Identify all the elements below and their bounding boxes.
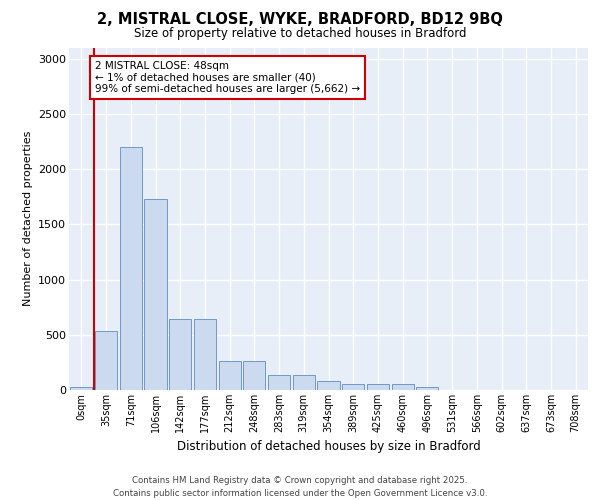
Bar xyxy=(169,318,191,390)
Text: Contains HM Land Registry data © Crown copyright and database right 2025.
Contai: Contains HM Land Registry data © Crown c… xyxy=(113,476,487,498)
Bar xyxy=(145,199,167,390)
Bar xyxy=(70,387,92,390)
Y-axis label: Number of detached properties: Number of detached properties xyxy=(23,131,32,306)
Bar xyxy=(95,332,117,390)
Text: Size of property relative to detached houses in Bradford: Size of property relative to detached ho… xyxy=(134,28,466,40)
Bar xyxy=(119,147,142,390)
Bar xyxy=(243,360,265,390)
Bar xyxy=(218,360,241,390)
Bar xyxy=(416,387,439,390)
Bar xyxy=(268,375,290,390)
Bar xyxy=(194,318,216,390)
Bar xyxy=(342,384,364,390)
Text: 2, MISTRAL CLOSE, WYKE, BRADFORD, BD12 9BQ: 2, MISTRAL CLOSE, WYKE, BRADFORD, BD12 9… xyxy=(97,12,503,28)
X-axis label: Distribution of detached houses by size in Bradford: Distribution of detached houses by size … xyxy=(176,440,481,454)
Bar xyxy=(367,384,389,390)
Bar xyxy=(392,384,414,390)
Bar xyxy=(317,381,340,390)
Bar xyxy=(293,375,315,390)
Text: 2 MISTRAL CLOSE: 48sqm
← 1% of detached houses are smaller (40)
99% of semi-deta: 2 MISTRAL CLOSE: 48sqm ← 1% of detached … xyxy=(95,61,360,94)
